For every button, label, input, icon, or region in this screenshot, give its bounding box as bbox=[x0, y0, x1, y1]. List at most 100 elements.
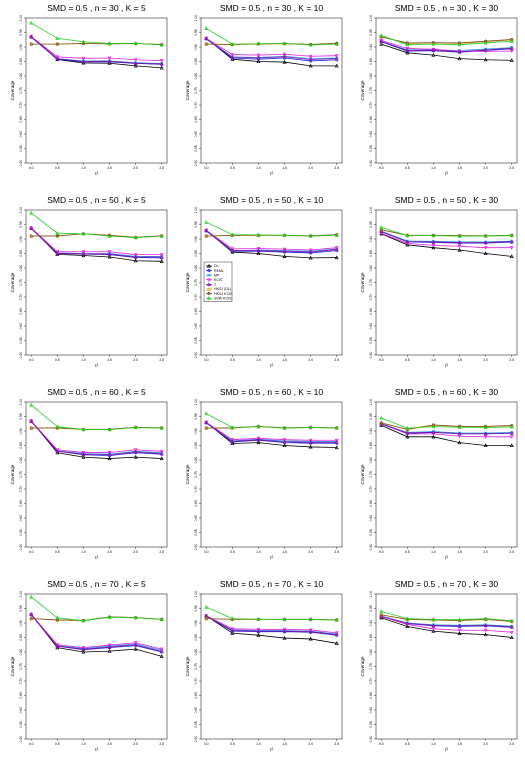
data-point-kcis bbox=[107, 250, 112, 254]
x-axis-label: τ² bbox=[95, 555, 99, 560]
y-tick-label: 0.60 bbox=[194, 323, 198, 330]
plot-frame bbox=[25, 593, 168, 740]
y-tick-label: 0.60 bbox=[194, 131, 198, 138]
data-point-ssw-kcis bbox=[159, 617, 164, 622]
data-point-kcis bbox=[334, 54, 339, 58]
data-point-ssw-kcis bbox=[81, 39, 86, 44]
legend-label: MP bbox=[214, 273, 220, 277]
data-point-dl bbox=[256, 440, 261, 445]
data-point-ssw-kcis bbox=[29, 20, 34, 25]
y-tick-label: 0.55 bbox=[19, 529, 23, 536]
data-point-ssw-kcis bbox=[431, 617, 436, 622]
y-tick-label: 0.55 bbox=[369, 721, 373, 728]
series-line-ssw-kcis bbox=[206, 28, 337, 46]
data-point-ssw-kcis bbox=[81, 427, 86, 432]
y-tick-label: 0.50 bbox=[369, 736, 373, 743]
y-tick-label: 0.50 bbox=[19, 352, 23, 359]
y-tick-label: 0.75 bbox=[19, 471, 23, 478]
data-point-ssw-kcis bbox=[256, 617, 261, 621]
legend-label: REML bbox=[214, 269, 224, 273]
series-line-dl bbox=[30, 227, 162, 262]
x-tick-label: 1.5 bbox=[282, 358, 287, 362]
x-tick-label: 1.0 bbox=[431, 166, 436, 170]
series-line-kcis bbox=[30, 227, 162, 256]
data-point-kcis bbox=[483, 246, 488, 250]
y-tick-label: 0.55 bbox=[194, 721, 198, 728]
series-line-kcis bbox=[30, 36, 162, 62]
series-line-j bbox=[205, 422, 337, 443]
data-point-dl bbox=[256, 251, 261, 256]
data-point-ssw-kcis bbox=[204, 220, 209, 224]
data-point-kcis bbox=[334, 438, 339, 443]
series-line-hksj-kcis bbox=[381, 614, 512, 622]
data-point-ssw-kcis bbox=[204, 411, 209, 416]
y-tick-label: 1.00 bbox=[194, 591, 198, 598]
y-tick-label: 0.90 bbox=[369, 620, 373, 627]
y-tick-label: 0.60 bbox=[369, 323, 373, 330]
data-point-dl bbox=[334, 641, 339, 645]
data-point-j bbox=[457, 240, 462, 245]
data-point-j bbox=[483, 623, 488, 627]
data-point-hksj-kcis bbox=[204, 617, 208, 621]
data-point-ssw-kcis bbox=[379, 415, 384, 420]
x-tick-label: 0.0 bbox=[29, 742, 34, 746]
y-tick-label: 1.00 bbox=[19, 207, 23, 214]
panel-title: SMD = 0.5 , n = 70 , K = 10 bbox=[220, 579, 324, 589]
data-point-j bbox=[81, 452, 86, 456]
data-point-ssw-kcis bbox=[256, 232, 261, 237]
y-tick-label: 0.80 bbox=[19, 457, 23, 464]
y-tick-label: 0.80 bbox=[194, 73, 198, 80]
data-point-j bbox=[29, 34, 34, 39]
series-line-j bbox=[381, 615, 512, 628]
series-line-j bbox=[30, 420, 162, 456]
y-tick-label: 0.85 bbox=[19, 58, 23, 65]
data-point-ssw-kcis bbox=[133, 425, 138, 430]
data-point-j bbox=[55, 644, 60, 648]
x-tick-label: 0.5 bbox=[55, 742, 60, 746]
data-point-ssw-kcis bbox=[133, 615, 138, 620]
data-point-ssw-kcis bbox=[483, 425, 488, 430]
data-point-ssw-kcis bbox=[29, 402, 34, 407]
data-point-kcis bbox=[133, 641, 138, 645]
y-tick-label: 0.60 bbox=[194, 707, 198, 714]
y-tick-label: 0.85 bbox=[19, 250, 23, 257]
data-point-kcis bbox=[379, 231, 384, 236]
data-point-j bbox=[334, 247, 339, 251]
x-axis-label: τ² bbox=[445, 363, 449, 368]
data-point-kcis bbox=[509, 630, 514, 635]
data-point-ssw-kcis bbox=[81, 618, 86, 623]
y-tick-label: 0.80 bbox=[19, 265, 23, 272]
x-axis-label: τ² bbox=[445, 747, 449, 752]
series-line-j bbox=[205, 230, 337, 253]
y-tick-label: 0.70 bbox=[194, 294, 198, 301]
y-tick-label: 0.60 bbox=[19, 515, 23, 522]
y-tick-label: 0.95 bbox=[19, 221, 23, 228]
y-tick-label: 0.65 bbox=[194, 500, 198, 507]
x-tick-label: 2.5 bbox=[334, 742, 339, 746]
y-tick-label: 0.60 bbox=[19, 323, 23, 330]
data-point-ssw-kcis bbox=[133, 235, 138, 240]
data-point-ssw-kcis bbox=[308, 617, 313, 622]
x-tick-label: 0.0 bbox=[29, 550, 34, 554]
series-line-ssw-kcis bbox=[30, 596, 162, 622]
data-point-ssw-kcis bbox=[256, 41, 261, 46]
y-tick-label: 0.75 bbox=[19, 87, 23, 94]
series-line-dl bbox=[206, 615, 337, 644]
x-tick-label: 1.5 bbox=[107, 550, 112, 554]
data-point-ssw-kcis bbox=[509, 39, 514, 43]
y-tick-label: 0.65 bbox=[19, 308, 23, 315]
x-tick-label: 0.0 bbox=[379, 166, 384, 170]
y-tick-label: 0.75 bbox=[369, 471, 373, 478]
y-tick-label: 0.85 bbox=[194, 634, 198, 641]
y-tick-label: 0.60 bbox=[19, 131, 23, 138]
series-line-reml bbox=[206, 615, 337, 636]
data-point-ssw-kcis bbox=[55, 36, 60, 40]
x-tick-label: 2.5 bbox=[159, 550, 164, 554]
y-tick-label: 0.95 bbox=[369, 221, 373, 228]
series-line-dl bbox=[381, 424, 512, 446]
y-tick-label: 0.55 bbox=[194, 337, 198, 344]
series-line-hksj-kcis bbox=[31, 233, 162, 238]
x-tick-label: 0.5 bbox=[230, 358, 235, 362]
x-tick-label: 0.0 bbox=[204, 358, 209, 362]
data-point-dl bbox=[282, 635, 287, 640]
